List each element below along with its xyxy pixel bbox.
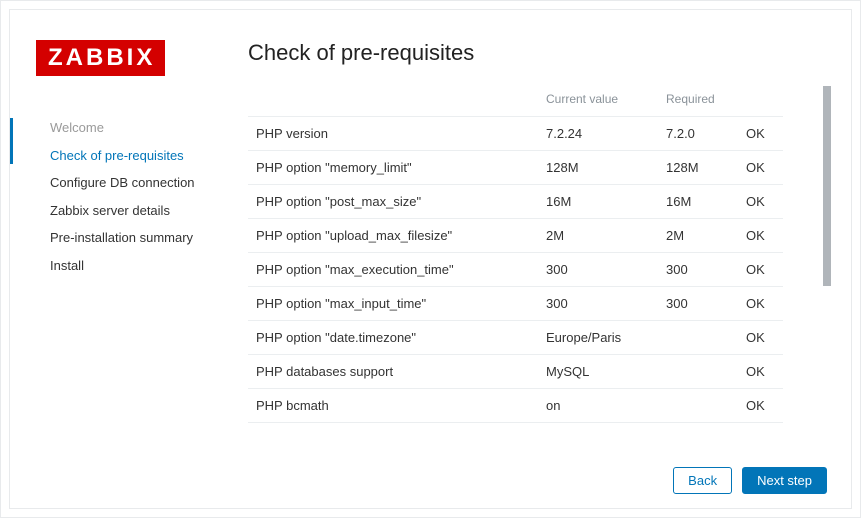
back-button[interactable]: Back [673,467,732,494]
scrollbar-thumb[interactable] [823,86,831,286]
cell-required: 7.2.0 [658,117,738,151]
table-row: PHP bcmathon OK [248,389,783,423]
step-server-details[interactable]: Zabbix server details [36,197,238,225]
cell-status: OK [738,423,783,427]
col-header-current: Current value [538,86,658,117]
cell-status: OK [738,389,783,423]
cell-name: PHP version [248,117,538,151]
cell-current: 16M [538,185,658,219]
cell-name: PHP databases support [248,355,538,389]
cell-required: 300 [658,287,738,321]
cell-current: Europe/Paris [538,321,658,355]
col-header-status [738,86,783,117]
table-row: PHP option "post_max_size"16M16MOK [248,185,783,219]
table-row: PHP databases supportMySQL OK [248,355,783,389]
table-row: PHP option "max_execution_time"300300OK [248,253,783,287]
cell-status: OK [738,355,783,389]
cell-current: MySQL [538,355,658,389]
table-scroll-wrap: Current value Required PHP version7.2.24… [248,86,831,426]
step-install[interactable]: Install [36,252,238,280]
cell-name: PHP option "date.timezone" [248,321,538,355]
cell-name: PHP option "memory_limit" [248,151,538,185]
cell-current: 128M [538,151,658,185]
cell-status: OK [738,185,783,219]
cell-required: 16M [658,185,738,219]
table-row: PHP option "max_input_time"300300OK [248,287,783,321]
cell-name: PHP mbstring [248,423,538,427]
cell-current: 7.2.24 [538,117,658,151]
cell-required: 2M [658,219,738,253]
cell-required [658,355,738,389]
cell-current: 300 [538,287,658,321]
cell-status: OK [738,253,783,287]
next-step-button[interactable]: Next step [742,467,827,494]
main-panel: Check of pre-requisites Current value Re… [238,10,851,508]
step-prerequisites[interactable]: Check of pre-requisites [36,142,238,170]
cell-required [658,423,738,427]
col-header-name [248,86,538,117]
steps-list: Welcome Check of pre-requisites Configur… [36,114,238,280]
cell-status: OK [738,151,783,185]
cell-status: OK [738,117,783,151]
table-row: PHP version7.2.247.2.0OK [248,117,783,151]
cell-status: OK [738,321,783,355]
cell-required: 300 [658,253,738,287]
cell-name: PHP bcmath [248,389,538,423]
page-title: Check of pre-requisites [248,40,831,66]
cell-status: OK [738,219,783,253]
sidebar: ZABBIX Welcome Check of pre-requisites C… [10,10,238,508]
requirements-table: Current value Required PHP version7.2.24… [248,86,783,426]
cell-name: PHP option "max_input_time" [248,287,538,321]
cell-current: on [538,389,658,423]
step-welcome[interactable]: Welcome [36,114,238,142]
cell-name: PHP option "upload_max_filesize" [248,219,538,253]
cell-required [658,321,738,355]
table-header-row: Current value Required [248,86,783,117]
table-row: PHP mbstringon OK [248,423,783,427]
app-frame: ZABBIX Welcome Check of pre-requisites C… [0,0,861,518]
table-row: PHP option "upload_max_filesize"2M2MOK [248,219,783,253]
cell-name: PHP option "max_execution_time" [248,253,538,287]
cell-required [658,389,738,423]
col-header-required: Required [658,86,738,117]
scrollbar-track[interactable] [823,86,831,426]
cell-current: 2M [538,219,658,253]
step-preinstall-summary[interactable]: Pre-installation summary [36,224,238,252]
table-scroll[interactable]: Current value Required PHP version7.2.24… [248,86,831,426]
table-row: PHP option "date.timezone"Europe/Paris OK [248,321,783,355]
footer-buttons: Back Next step [673,467,827,494]
cell-name: PHP option "post_max_size" [248,185,538,219]
cell-current: 300 [538,253,658,287]
step-db-connection[interactable]: Configure DB connection [36,169,238,197]
cell-status: OK [738,287,783,321]
setup-card: ZABBIX Welcome Check of pre-requisites C… [9,9,852,509]
table-row: PHP option "memory_limit"128M128MOK [248,151,783,185]
cell-current: on [538,423,658,427]
cell-required: 128M [658,151,738,185]
brand-logo: ZABBIX [36,40,165,76]
